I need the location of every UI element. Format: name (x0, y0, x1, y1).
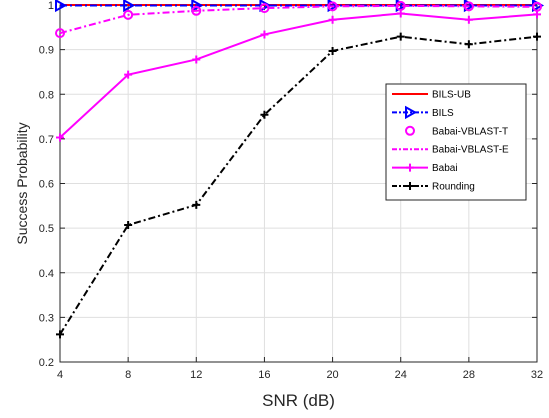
series-babai-vblast-e (59, 4, 538, 35)
data-point-marker (192, 200, 201, 209)
legend-label: Rounding (432, 182, 475, 193)
x-axis-title: SNR (dB) (262, 391, 335, 410)
data-point-marker (396, 32, 405, 41)
y-tick-label: 0.8 (39, 89, 54, 101)
legend-label: BILS-UB (432, 90, 471, 101)
data-point-marker (123, 9, 134, 20)
legend-label: Babai (432, 163, 458, 174)
data-point-marker (124, 70, 133, 79)
x-tick-label: 24 (395, 369, 407, 381)
y-tick-label: 0.2 (39, 357, 54, 369)
data-point-marker (260, 30, 269, 39)
data-point-marker (464, 15, 473, 24)
data-point-marker (533, 32, 541, 41)
y-tick-label: 0.9 (39, 45, 54, 57)
legend-item: BILS (392, 105, 454, 120)
legend-box (385, 83, 527, 201)
series-line (59, 35, 538, 335)
y-tick-label: 0.3 (39, 312, 54, 324)
data-point-marker (124, 221, 133, 230)
x-tick-label: 12 (190, 369, 202, 381)
series-rounding (56, 32, 541, 339)
legend-item: Rounding (392, 182, 475, 193)
data-point-marker (396, 9, 405, 18)
y-tick-label: 1 (48, 0, 54, 12)
legend-item: Babai-VBLAST-E (392, 145, 509, 156)
x-tick-label: 16 (258, 369, 270, 381)
y-tick-label: 0.4 (39, 268, 54, 280)
data-point-marker (192, 55, 201, 64)
data-point-marker (123, 0, 136, 13)
data-point-marker (191, 5, 202, 16)
legend-label: Babai-VBLAST-T (432, 126, 508, 137)
data-point-marker (55, 0, 68, 13)
y-tick-label: 0.7 (39, 134, 54, 146)
data-point-marker (56, 133, 64, 142)
legend-item: Babai (392, 163, 458, 174)
x-tick-label: 28 (463, 369, 475, 381)
data-point-marker (328, 46, 337, 55)
series-line (59, 4, 538, 35)
x-tick-label: 4 (57, 369, 63, 381)
legend-marker-sample (406, 182, 414, 190)
data-point-marker (191, 0, 204, 13)
y-axis-title: Success Probability (14, 122, 30, 244)
legend-item: BILS-UB (392, 90, 471, 101)
legend-marker-sample (406, 163, 414, 172)
x-tick-label: 32 (531, 369, 543, 381)
x-tick-label: 8 (125, 369, 131, 381)
legend-item: Babai-VBLAST-T (405, 125, 508, 137)
legend-marker-sample (405, 125, 415, 136)
legend-label: Babai-VBLAST-E (432, 145, 509, 156)
legend-marker-sample (405, 105, 418, 120)
data-series (55, 0, 545, 339)
y-tick-label: 0.6 (39, 179, 54, 191)
series-babai (56, 9, 541, 142)
series-line (59, 12, 538, 139)
data-point-marker (464, 40, 473, 49)
data-point-marker (260, 110, 269, 119)
data-point-marker (328, 15, 337, 24)
data-point-marker (533, 10, 541, 19)
y-tick-label: 0.5 (39, 223, 54, 235)
x-tick-label: 20 (326, 369, 338, 381)
legend-label: BILS (432, 108, 454, 119)
data-point-marker (55, 28, 65, 39)
data-point-marker (56, 330, 64, 339)
legend: BILS-UB BILS Babai-VBLAST-T Babai-VBLAST-E B… (385, 83, 527, 201)
